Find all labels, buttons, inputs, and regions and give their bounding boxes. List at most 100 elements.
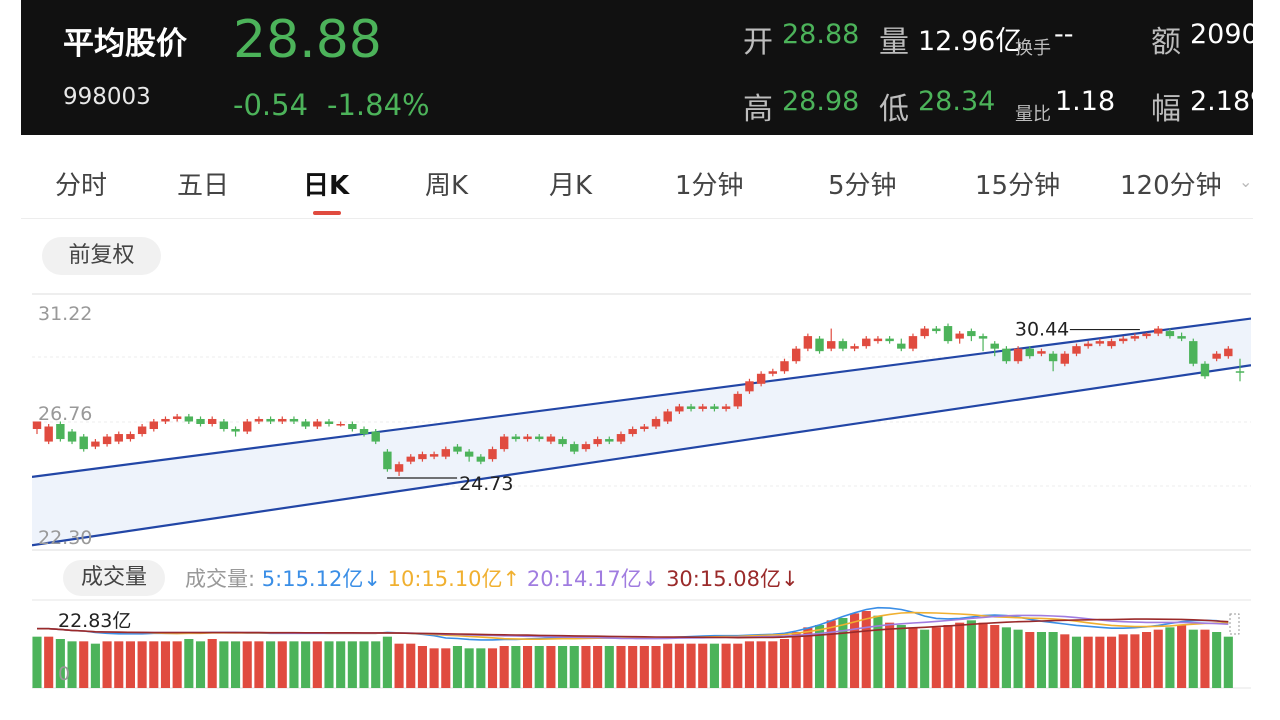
volume-bar <box>266 641 276 688</box>
active-tab-indicator <box>313 211 341 215</box>
volume-bar <box>628 646 638 688</box>
tab-monthly-k[interactable]: 月K <box>549 171 593 201</box>
volume-bar <box>55 639 65 688</box>
volume-bar <box>943 625 953 688</box>
candle-body <box>990 343 999 349</box>
candle-body <box>207 418 217 424</box>
volume-bar <box>873 615 883 688</box>
volume-bar <box>312 641 322 688</box>
candle-body <box>873 338 883 342</box>
tab-5-minute[interactable]: 5分钟 <box>828 171 897 201</box>
candle-body <box>231 429 240 432</box>
volume-bar <box>522 646 533 688</box>
candle-body <box>745 381 754 392</box>
candle-body <box>593 439 602 445</box>
amplitude-label: 幅 <box>1151 92 1181 127</box>
volume-bar <box>534 646 544 688</box>
high-value: 28.98 <box>782 86 860 117</box>
volume-zero-label: 0 <box>58 663 70 685</box>
volume-bar <box>160 641 171 688</box>
candle-body <box>499 436 509 450</box>
candle-body <box>943 326 953 342</box>
candle-body <box>628 429 637 435</box>
volume-bar <box>487 648 498 688</box>
candle-body <box>686 406 696 409</box>
volume-bar <box>1142 632 1152 688</box>
candle-body <box>278 418 287 422</box>
volume-bar <box>32 636 42 688</box>
candle-body <box>149 421 159 430</box>
volume-bar <box>791 632 801 688</box>
volume-bar <box>1013 629 1023 688</box>
channel-lower-line <box>32 364 1251 547</box>
volume-bar <box>803 627 813 688</box>
candle-body <box>91 441 100 447</box>
volume-bar <box>1212 632 1222 688</box>
candle-body <box>336 423 345 426</box>
volume-bar <box>920 629 930 688</box>
tab-1-minute[interactable]: 1分钟 <box>675 171 744 201</box>
candle-body <box>32 421 42 430</box>
open-label: 开 <box>743 25 773 60</box>
candle-body <box>254 418 264 422</box>
volume-bar <box>359 641 369 688</box>
tab-15-minute[interactable]: 15分钟 <box>975 171 1061 201</box>
candle-body <box>1235 371 1245 373</box>
candle-body <box>1025 348 1034 357</box>
adjust-mode-button[interactable]: 前复权 <box>42 237 161 275</box>
candle-body <box>359 429 369 435</box>
period-tabs: 分时 五日 日K 周K 月K 1分钟 5分钟 15分钟 120分钟 ⌄ <box>21 142 1253 219</box>
candle-body <box>383 451 392 470</box>
volume-indicator-button[interactable]: 成交量 <box>63 560 165 596</box>
volume-bar <box>464 648 474 688</box>
candle-body <box>920 328 929 337</box>
candle-body <box>1060 353 1070 364</box>
volume-bar <box>429 648 439 688</box>
volume-bar <box>1177 625 1187 688</box>
candle-body <box>67 431 77 442</box>
volume-value: 12.96亿 <box>918 26 1023 57</box>
candle-body <box>967 331 976 337</box>
volume-bar <box>569 646 579 688</box>
candle-body <box>79 436 88 450</box>
volume-bar <box>546 646 556 688</box>
ma5-arrow-icon: ↓ <box>363 567 381 591</box>
tab-intraday[interactable]: 分时 <box>55 171 108 201</box>
volume-label: 量 <box>879 25 909 60</box>
candle-body <box>827 341 836 349</box>
volume-bar <box>230 641 241 688</box>
volume-bar <box>593 646 603 688</box>
ma30-line <box>37 618 1229 639</box>
volume-bar <box>452 646 463 688</box>
chevron-down-icon[interactable]: ⌄ <box>1239 172 1253 191</box>
price-tick-label: 22.30 <box>38 527 92 549</box>
price-change: -0.54 <box>233 88 309 122</box>
volume-bar <box>1130 634 1140 688</box>
volume-bar <box>324 641 334 688</box>
candle-body <box>616 434 626 442</box>
candle-body <box>1189 341 1198 364</box>
volume-bar <box>779 639 790 688</box>
volume-bar <box>441 648 451 688</box>
volume-bar <box>756 641 766 688</box>
volume-bar <box>67 641 77 688</box>
price-tick-label: 31.22 <box>38 303 92 325</box>
tab-120-minute[interactable]: 120分钟 <box>1120 171 1222 201</box>
tab-daily-k[interactable]: 日K <box>303 171 350 201</box>
current-price: 28.88 <box>233 10 382 70</box>
volume-bar <box>1048 632 1058 688</box>
candle-body <box>803 336 813 349</box>
turnover-value: -- <box>1054 19 1074 50</box>
candle-body <box>523 436 532 440</box>
volume-legend-prefix: 成交量: <box>185 567 256 591</box>
candle-body <box>1130 336 1140 339</box>
candle-body <box>791 348 801 362</box>
tab-weekly-k[interactable]: 周K <box>425 171 469 201</box>
ma30-arrow-icon: ↓ <box>780 567 799 591</box>
tab-five-day[interactable]: 五日 <box>177 171 230 201</box>
candle-body <box>1013 348 1023 362</box>
volume-bar <box>1083 636 1093 688</box>
candle-body <box>266 418 275 422</box>
volume-bar <box>698 643 708 688</box>
